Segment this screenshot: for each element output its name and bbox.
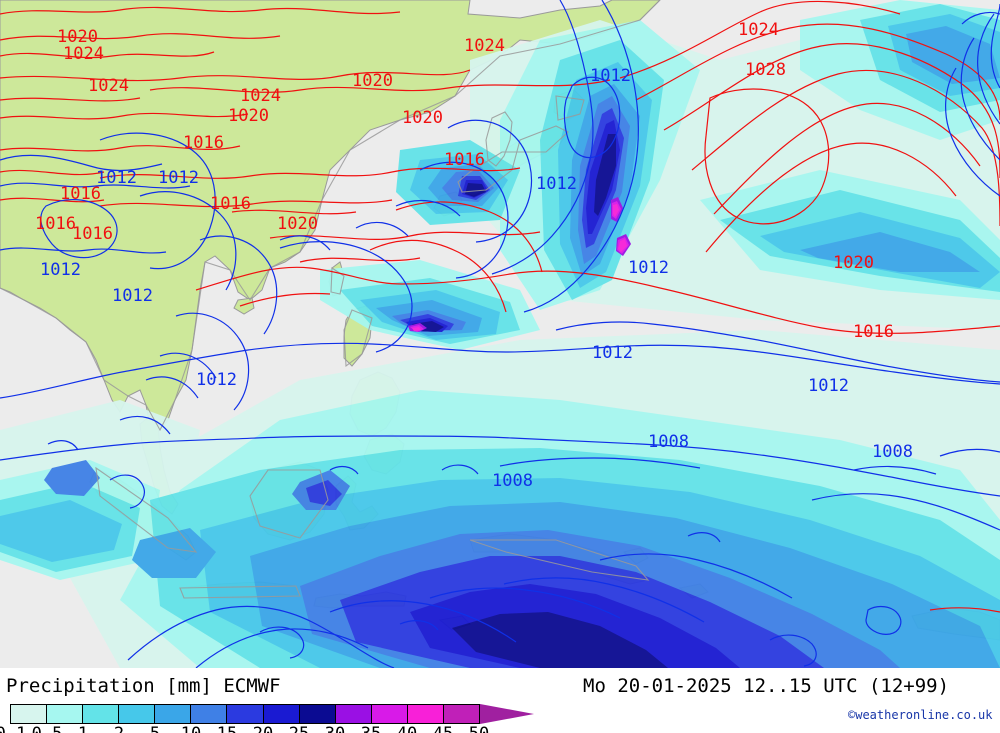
- colorbar-overflow-arrow: [480, 704, 534, 724]
- colorbar-tick-35: 35: [361, 724, 381, 733]
- isobar-label: 1024: [464, 36, 505, 56]
- isobar-label: 1012: [158, 168, 199, 188]
- isobar-label: 1016: [444, 150, 485, 170]
- coastline-layer: [0, 0, 661, 599]
- isobar-label: 1012: [592, 343, 633, 363]
- colorbar-swatch-30[interactable]: [334, 705, 371, 723]
- isobar-label: 1024: [738, 20, 779, 40]
- colorbar-tick-5: 5: [150, 724, 160, 733]
- colorbar-tick-25: 25: [289, 724, 309, 733]
- colorbar-swatch-20[interactable]: [262, 705, 299, 723]
- colorbar-tick-15: 15: [217, 724, 237, 733]
- land-hainan: [233, 297, 255, 315]
- colorbar-tick-0p1: 0.1: [0, 724, 26, 733]
- colorbar-swatch-40[interactable]: [406, 705, 443, 723]
- valid-time-stamp: Mo 20-01-2025 12..15 UTC (12+99): [583, 675, 950, 697]
- colorbar-tick-20: 20: [253, 724, 273, 733]
- isobar-high-layer: [0, 0, 1000, 613]
- isobar-label: 1016: [210, 194, 251, 214]
- isobar-label: 1012: [112, 286, 153, 306]
- isobar-label: 1020: [277, 214, 318, 234]
- isobar-label: 1012: [808, 376, 849, 396]
- isobar-label: 1012: [196, 370, 237, 390]
- map-canvas: [0, 0, 1000, 668]
- precip-band-40: [412, 204, 627, 331]
- isobar-label: 1012: [590, 66, 631, 86]
- isobar-label: 1012: [96, 168, 137, 188]
- map-footer: Precipitation [mm] ECMWF Mo 20-01-2025 1…: [0, 668, 1000, 733]
- colorbar-tick-0p5: 0.5: [32, 724, 63, 733]
- colorbar-tick-10: 10: [181, 724, 201, 733]
- colorbar-tick-40: 40: [397, 724, 417, 733]
- isobar-label: 1008: [648, 432, 689, 452]
- copyright-credit: ©weatheronline.co.uk: [848, 708, 993, 722]
- isobar-label: 1020: [402, 108, 443, 128]
- isobar-label: 1016: [183, 133, 224, 153]
- isobar-label: 1020: [228, 106, 269, 126]
- isobar-label: 1028: [745, 60, 786, 80]
- colorbar-swatches[interactable]: [10, 704, 480, 724]
- isobar-label: 1020: [57, 27, 98, 47]
- isobar-label: 1012: [628, 258, 669, 278]
- isobar-label: 1016: [35, 214, 76, 234]
- colorbar-swatch-35[interactable]: [370, 705, 407, 723]
- colorbar-tick-1: 1: [78, 724, 88, 733]
- colorbar-swatch-1[interactable]: [82, 705, 119, 723]
- isobar-label: 1020: [352, 71, 393, 91]
- isobar-low-layer: [0, 0, 1000, 668]
- isobar-label: 1016: [60, 184, 101, 204]
- colorbar-swatch-25[interactable]: [298, 705, 335, 723]
- precipitation-map[interactable]: 1020 1024 1024 1024 1020 1020 1020 1024 …: [0, 0, 1000, 668]
- colorbar-tick-50: 50: [469, 724, 489, 733]
- isobar-label: 1012: [536, 174, 577, 194]
- colorbar-swatch-2[interactable]: [118, 705, 155, 723]
- isobar-label: 1016: [72, 224, 113, 244]
- colorbar-swatch-0p1[interactable]: [11, 705, 47, 723]
- colorbar-tick-45: 45: [433, 724, 453, 733]
- colorbar-swatch-45[interactable]: [442, 705, 480, 723]
- isobar-label: 1020: [833, 253, 874, 273]
- colorbar-tick-2: 2: [114, 724, 124, 733]
- precip-band-25: [412, 134, 668, 668]
- isobar-label: 1024: [88, 76, 129, 96]
- isobar-label: 1008: [872, 442, 913, 462]
- product-title: Precipitation [mm] ECMWF: [6, 675, 281, 697]
- colorbar-tick-30: 30: [325, 724, 345, 733]
- isobar-label: 1016: [853, 322, 894, 342]
- isobar-label: 1024: [63, 44, 104, 64]
- colorbar-swatch-15[interactable]: [226, 705, 263, 723]
- colorbar-swatch-0p5[interactable]: [46, 705, 83, 723]
- isobar-label: 1008: [492, 471, 533, 491]
- isobar-label: 1024: [240, 86, 281, 106]
- isobar-label: 1012: [40, 260, 81, 280]
- colorbar-swatch-5[interactable]: [154, 705, 191, 723]
- colorbar-swatch-10[interactable]: [190, 705, 227, 723]
